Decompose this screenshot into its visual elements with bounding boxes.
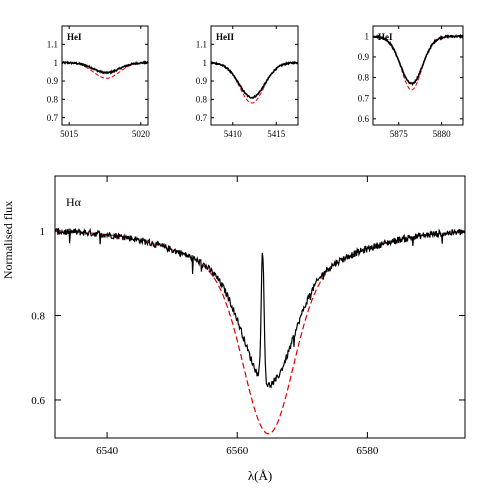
x-axis-label: λ(Å)	[248, 468, 272, 483]
observed-spectrum-line	[372, 33, 464, 87]
y-tick-labels: 0.7 0.8 0.9 1 1.1	[47, 39, 59, 122]
panel-h-alpha: 0.6 0.8 1 6540 6560 6580 Hα	[31, 175, 466, 457]
observed-spectrum-line	[54, 227, 466, 389]
y-tick-label: 1	[40, 226, 46, 238]
y-tick-labels: 0.6 0.8 1	[31, 226, 45, 407]
y-tick-label: 0.7	[196, 113, 208, 123]
panel-title: HeI	[67, 32, 82, 42]
x-tick-labels: 6540 6560 6580	[96, 445, 379, 457]
y-tick-label: 0.8	[196, 94, 208, 104]
panel-frame	[54, 175, 466, 439]
x-tick-label: 5415	[267, 129, 286, 139]
y-tick-label: 1.1	[47, 39, 58, 49]
model-spectrum-line	[55, 230, 465, 435]
x-tick-label: 5410	[224, 129, 243, 139]
y-tick-label: 0.8	[358, 73, 370, 83]
x-tick-label: 5015	[60, 129, 79, 139]
y-tick-labels: 0.7 0.8 0.9 1 1.1	[196, 39, 208, 122]
y-tick-label: 1	[365, 31, 370, 41]
panel-frame	[61, 25, 149, 126]
panel-title: Hα	[66, 195, 82, 209]
panel-title: HeI	[378, 32, 393, 42]
axis-ticks	[62, 26, 148, 125]
observed-spectrum-line	[210, 60, 299, 100]
x-tick-labels: 5015 5020	[60, 129, 150, 139]
model-spectrum-line	[373, 35, 463, 91]
x-tick-label: 5875	[390, 129, 409, 139]
x-tick-label: 5880	[433, 129, 452, 139]
observed-spectrum-line	[61, 60, 149, 75]
x-tick-label: 6540	[96, 445, 119, 457]
y-tick-label: 1	[54, 58, 59, 68]
panel-hei-5016: 0.7 0.8 0.9 1 1.1 5015 5020 HeI	[47, 25, 150, 139]
panel-hei-5876: 0.6 0.7 0.8 0.9 1 5875 5880 HeI	[358, 25, 464, 139]
y-tick-label: 0.6	[31, 395, 45, 407]
y-tick-label: 0.9	[196, 76, 208, 86]
y-tick-label: 0.8	[31, 310, 45, 322]
panel-title: HeII	[216, 32, 234, 42]
y-tick-label: 1	[203, 58, 208, 68]
panel-heii-5412: 0.7 0.8 0.9 1 1.1 5410 5415 HeII	[196, 25, 299, 139]
y-tick-labels: 0.6 0.7 0.8 0.9 1	[358, 31, 370, 124]
y-tick-label: 0.7	[47, 113, 59, 123]
y-tick-label: 0.9	[358, 52, 370, 62]
x-tick-label: 6560	[226, 445, 249, 457]
y-tick-label: 0.8	[47, 94, 59, 104]
y-tick-label: 0.7	[358, 93, 370, 103]
model-spectrum-line	[62, 62, 148, 79]
x-tick-label: 5020	[132, 129, 151, 139]
y-tick-label: 0.6	[358, 114, 370, 124]
y-tick-label: 0.9	[47, 76, 59, 86]
axis-ticks	[55, 176, 465, 438]
y-axis-label: Normalised flux	[1, 201, 15, 279]
x-tick-labels: 5875 5880	[390, 129, 451, 139]
panel-frame	[372, 25, 464, 126]
x-tick-label: 6580	[356, 445, 379, 457]
y-tick-label: 1.1	[196, 39, 207, 49]
panel-frame	[210, 25, 299, 126]
x-tick-labels: 5410 5415	[224, 129, 286, 139]
